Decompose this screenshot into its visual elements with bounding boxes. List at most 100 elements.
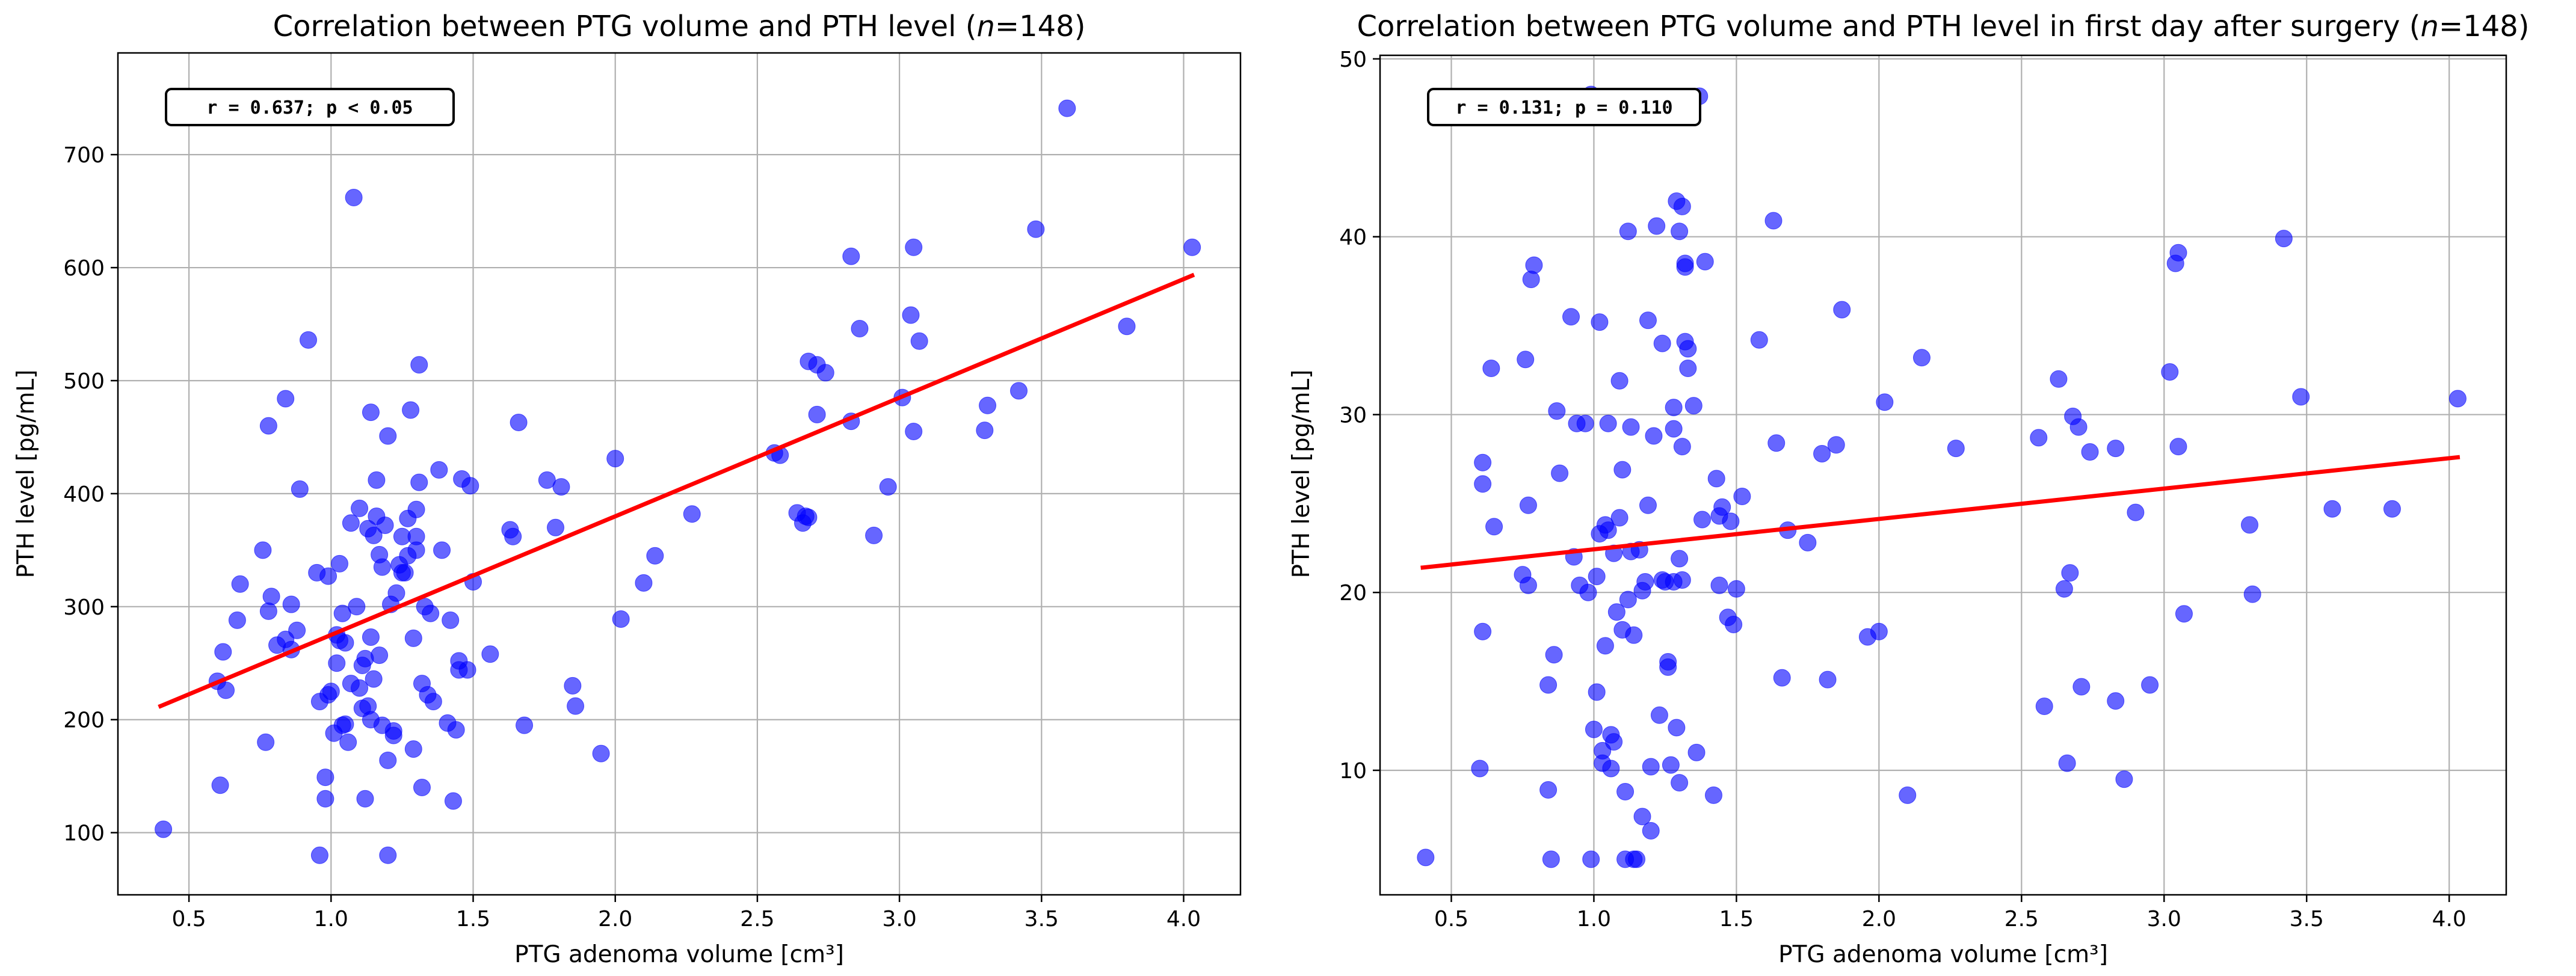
left-data-point	[322, 683, 340, 701]
left-annotation: r = 0.637; p < 0.05	[165, 88, 455, 126]
left-data-point	[976, 422, 994, 440]
right-data-point	[1671, 550, 1689, 568]
right-data-point	[1517, 351, 1535, 369]
right-fit-line	[1420, 455, 2460, 570]
left-x-ticks: 0.5 1.0 1.5 2.0 2.5 3.0 3.5 4.0	[171, 895, 1201, 931]
left-data-point	[683, 505, 701, 523]
right-data-point	[2161, 363, 2179, 381]
left-data-point	[422, 604, 440, 622]
left-data-point	[646, 547, 664, 565]
right-data-point	[2081, 443, 2099, 461]
right-data-point	[2072, 678, 2091, 696]
left-data-point	[310, 846, 328, 864]
right-y-ticks: 10 20 30 40 50	[1339, 48, 1380, 784]
left-data-point	[979, 396, 997, 414]
left-data-point	[316, 790, 334, 808]
right-data-point	[1616, 782, 1635, 800]
left-data-point	[547, 518, 565, 536]
left-data-point	[217, 681, 235, 699]
left-data-point	[865, 526, 883, 544]
left-data-point	[905, 423, 923, 441]
left-data-point	[516, 716, 534, 734]
left-data-point	[461, 477, 479, 495]
right-data-point	[2107, 692, 2125, 710]
right-data-point	[1676, 254, 1694, 272]
right-data-point	[1607, 603, 1625, 621]
left-data-point	[606, 450, 624, 468]
right-y-axis-label: PTH level [pg/mL]	[1288, 369, 1315, 578]
left-x-axis-label: PTG adenoma volume [cm³]	[514, 941, 844, 968]
left-data-point	[379, 846, 397, 864]
left-y-tick-label: 600	[63, 256, 105, 281]
left-x-tick-label: 2.0	[598, 907, 632, 931]
left-data-point	[481, 645, 499, 663]
right-data-point	[1474, 453, 1492, 471]
right-x-tick-label: 2.5	[2004, 907, 2039, 931]
left-data-point	[254, 541, 272, 559]
right-data-point	[1648, 217, 1666, 235]
left-plot-background	[118, 53, 1240, 895]
left-data-point	[277, 390, 295, 408]
right-data-point	[1628, 850, 1646, 868]
right-data-point	[1710, 576, 1728, 594]
left-data-point	[842, 247, 860, 265]
right-x-ticks: 0.5 1.0 1.5 2.0 2.5 3.0 3.5 4.0	[1434, 895, 2467, 931]
right-x-tick-label: 2.0	[1862, 907, 1896, 931]
right-data-point	[1636, 572, 1654, 591]
left-data-point	[379, 427, 397, 445]
right-data-point	[1542, 850, 1560, 868]
right-annotation-text: r = 0.131; p = 0.110	[1455, 97, 1672, 118]
right-data-point	[1668, 719, 1686, 737]
right-data-point	[1519, 576, 1537, 594]
left-x-tick-label: 3.5	[1025, 907, 1059, 931]
right-annotation-box	[1427, 88, 1701, 126]
right-data-point	[1725, 615, 1743, 633]
right-y-tick-label: 40	[1339, 226, 1367, 250]
left-data-point	[433, 541, 451, 559]
right-y-tick-label: 20	[1339, 581, 1367, 606]
right-data-point	[1642, 758, 1660, 776]
left-y-tick-label: 200	[63, 708, 105, 733]
left-x-tick-label: 3.0	[882, 907, 916, 931]
left-data-point	[288, 621, 306, 639]
right-x-axis-label: PTG adenoma volume [cm³]	[1778, 941, 2108, 968]
left-data-point	[379, 751, 397, 769]
right-data-point	[1474, 475, 1492, 493]
left-data-point	[424, 693, 442, 711]
left-data-point	[444, 792, 462, 810]
left-chart-title: Correlation between PTG volume and PTH l…	[273, 10, 1086, 43]
right-data-point	[2175, 605, 2193, 623]
left-data-point	[1010, 382, 1028, 400]
left-data-point	[413, 778, 431, 796]
right-data-point	[1539, 781, 1558, 799]
right-data-point	[2127, 503, 2145, 521]
left-data-point	[348, 598, 366, 616]
right-data-point	[1622, 418, 1640, 436]
right-data-point	[1579, 583, 1597, 601]
right-data-point	[1722, 512, 1740, 530]
left-data-point	[410, 356, 428, 374]
right-data-point	[1813, 445, 1831, 463]
right-data-point	[2323, 500, 2341, 518]
left-x-tick-label: 1.0	[314, 907, 348, 931]
left-data-point	[567, 697, 585, 715]
left-data-point	[384, 726, 402, 744]
right-data-point	[2069, 418, 2088, 436]
left-data-point	[291, 480, 309, 498]
right-data-point	[1767, 434, 1786, 452]
left-data-point	[214, 643, 232, 661]
right-data-point	[1619, 591, 1637, 609]
right-data-point	[1588, 568, 1606, 586]
left-data-point	[510, 413, 528, 431]
right-data-point	[1619, 223, 1637, 241]
left-data-point	[1183, 238, 1201, 256]
left-data-point	[396, 563, 414, 582]
right-data-point	[1605, 733, 1623, 751]
right-data-point	[1596, 637, 1614, 655]
right-data-point	[1665, 399, 1683, 417]
left-data-point	[351, 499, 369, 517]
right-data-point	[2115, 770, 2133, 788]
right-plot-background	[1380, 55, 2506, 895]
right-y-tick-label: 10	[1339, 759, 1367, 784]
